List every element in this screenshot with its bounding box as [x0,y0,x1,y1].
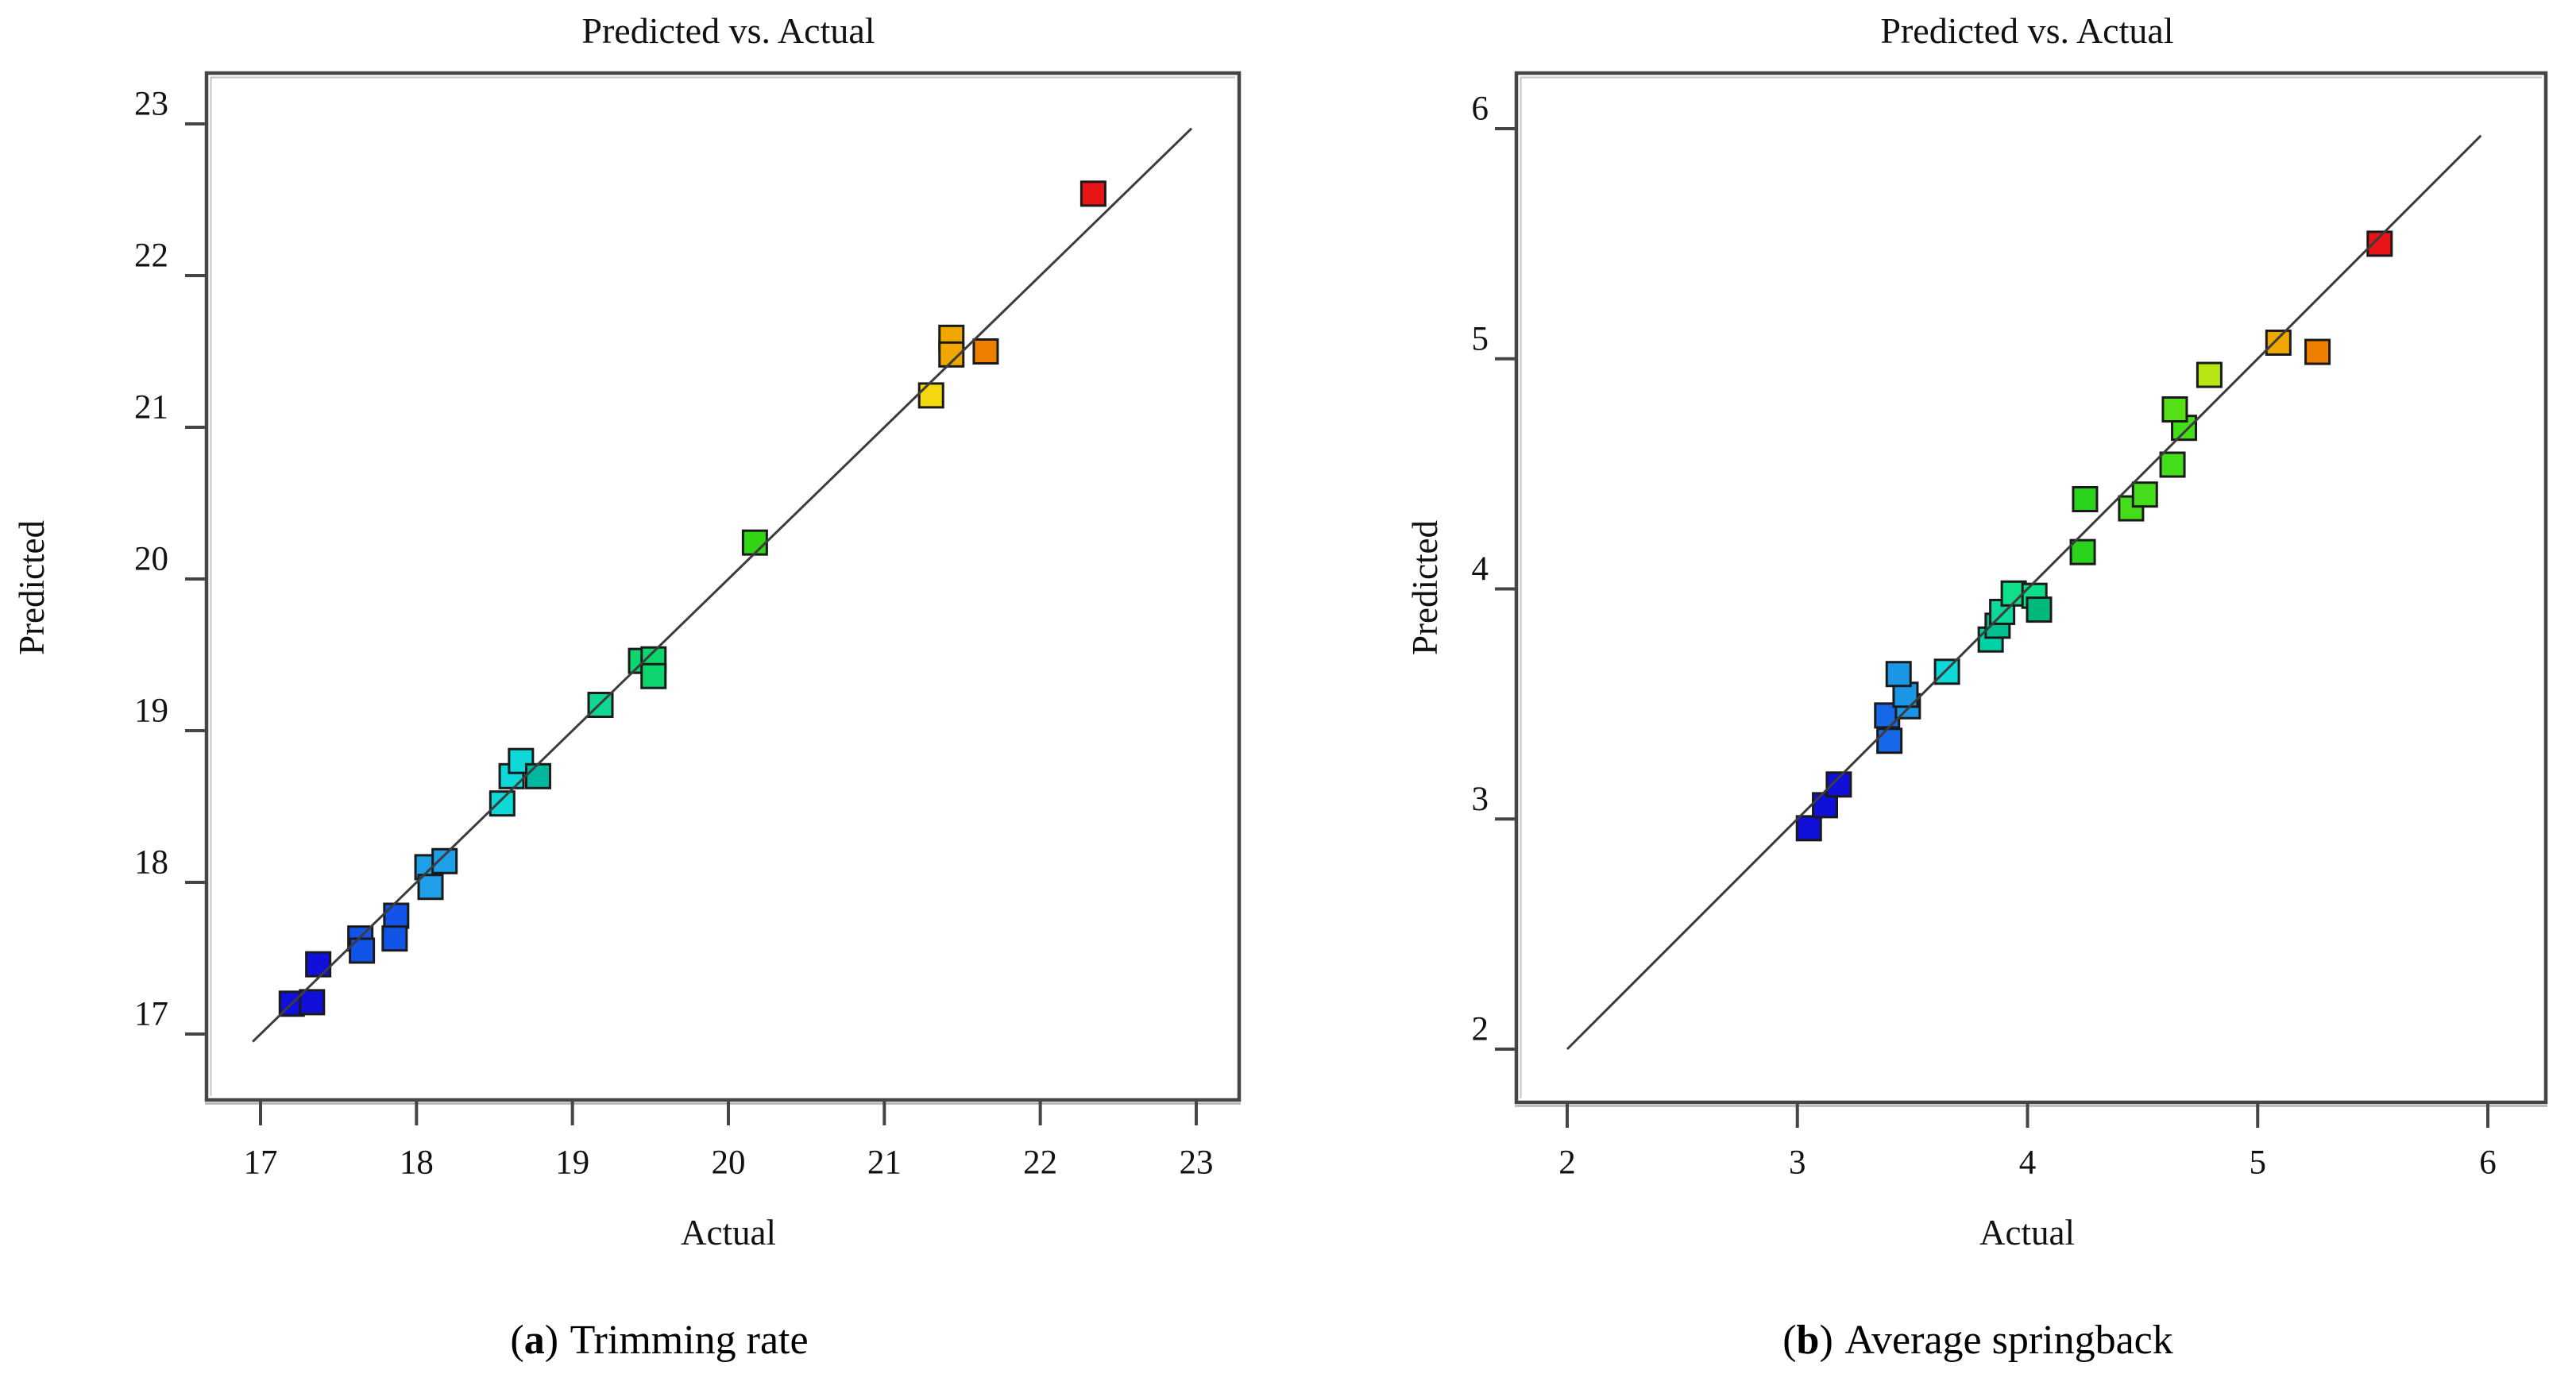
x-tick-label: 22 [1023,1144,1057,1182]
data-point [305,951,332,978]
data-point [2304,338,2331,365]
x-axis-title: Actual [1979,1213,2075,1252]
caption-b-text: Average springback [1844,1318,2173,1363]
x-tick-label: 6 [2479,1144,2497,1182]
x-tick-label: 20 [711,1144,745,1182]
x-tick-label: 19 [555,1144,589,1182]
data-point [2069,538,2096,565]
x-tick-label: 18 [400,1144,434,1182]
y-tick-label: 6 [1472,91,1489,128]
data-point [2072,485,2099,512]
caption-b-paren-close: ) [1819,1318,1833,1363]
x-tick-label: 3 [1789,1144,1806,1182]
y-axis-title: Predicted [12,520,52,655]
y-tick-label: 3 [1472,781,1489,818]
data-point [381,925,408,952]
y-tick-label: 4 [1472,550,1489,588]
caption-a-paren-close: ) [544,1318,559,1363]
y-tick-label: 17 [134,996,168,1033]
data-point [1079,180,1106,207]
data-point [489,790,516,817]
identity-line [1566,134,2482,1051]
y-tick-label: 5 [1472,320,1489,357]
data-point [640,662,667,689]
data-point [972,338,999,365]
data-point [2196,361,2223,388]
caption-a-text: Trimming rate [570,1318,809,1363]
data-point [2161,396,2188,423]
x-tick-label: 2 [1558,1144,1576,1182]
data-point [2159,451,2186,478]
y-tick-label: 18 [134,844,168,882]
plot-title: Predicted vs. Actual [581,10,875,51]
x-tick-label: 4 [2019,1144,2037,1182]
data-point [1876,727,1903,754]
plot-frame [204,71,1242,1102]
data-point [1885,661,1912,688]
x-tick-label: 23 [1179,1144,1213,1182]
y-tick-label: 20 [134,541,168,578]
caption-a-paren-open: ( [510,1318,524,1363]
caption-b-letter: b [1796,1318,1820,1363]
y-tick-label: 22 [134,237,168,275]
y-tick-label: 2 [1472,1011,1489,1048]
data-point [299,989,326,1016]
caption-b: (b) Average springback [1782,1320,2173,1361]
caption-a: (a) Trimming rate [510,1320,808,1361]
y-tick-label: 19 [134,693,168,730]
y-axis-title: Predicted [1405,520,1445,655]
data-point [417,874,444,901]
data-point [1933,658,1960,685]
x-tick-label: 5 [2250,1144,2267,1182]
data-point [917,382,944,409]
data-point [2265,329,2292,356]
data-point [1795,815,1822,842]
data-point [2131,481,2158,508]
identity-line [252,127,1193,1043]
x-tick-label: 17 [244,1144,278,1182]
caption-a-letter: a [523,1318,545,1363]
x-axis-title: Actual [681,1213,776,1252]
data-point [2026,596,2053,623]
x-tick-label: 21 [867,1144,902,1182]
y-tick-label: 21 [134,389,168,426]
caption-b-paren-open: ( [1782,1318,1797,1363]
plot-title: Predicted vs. Actual [1880,10,2173,51]
y-tick-label: 23 [134,86,168,123]
